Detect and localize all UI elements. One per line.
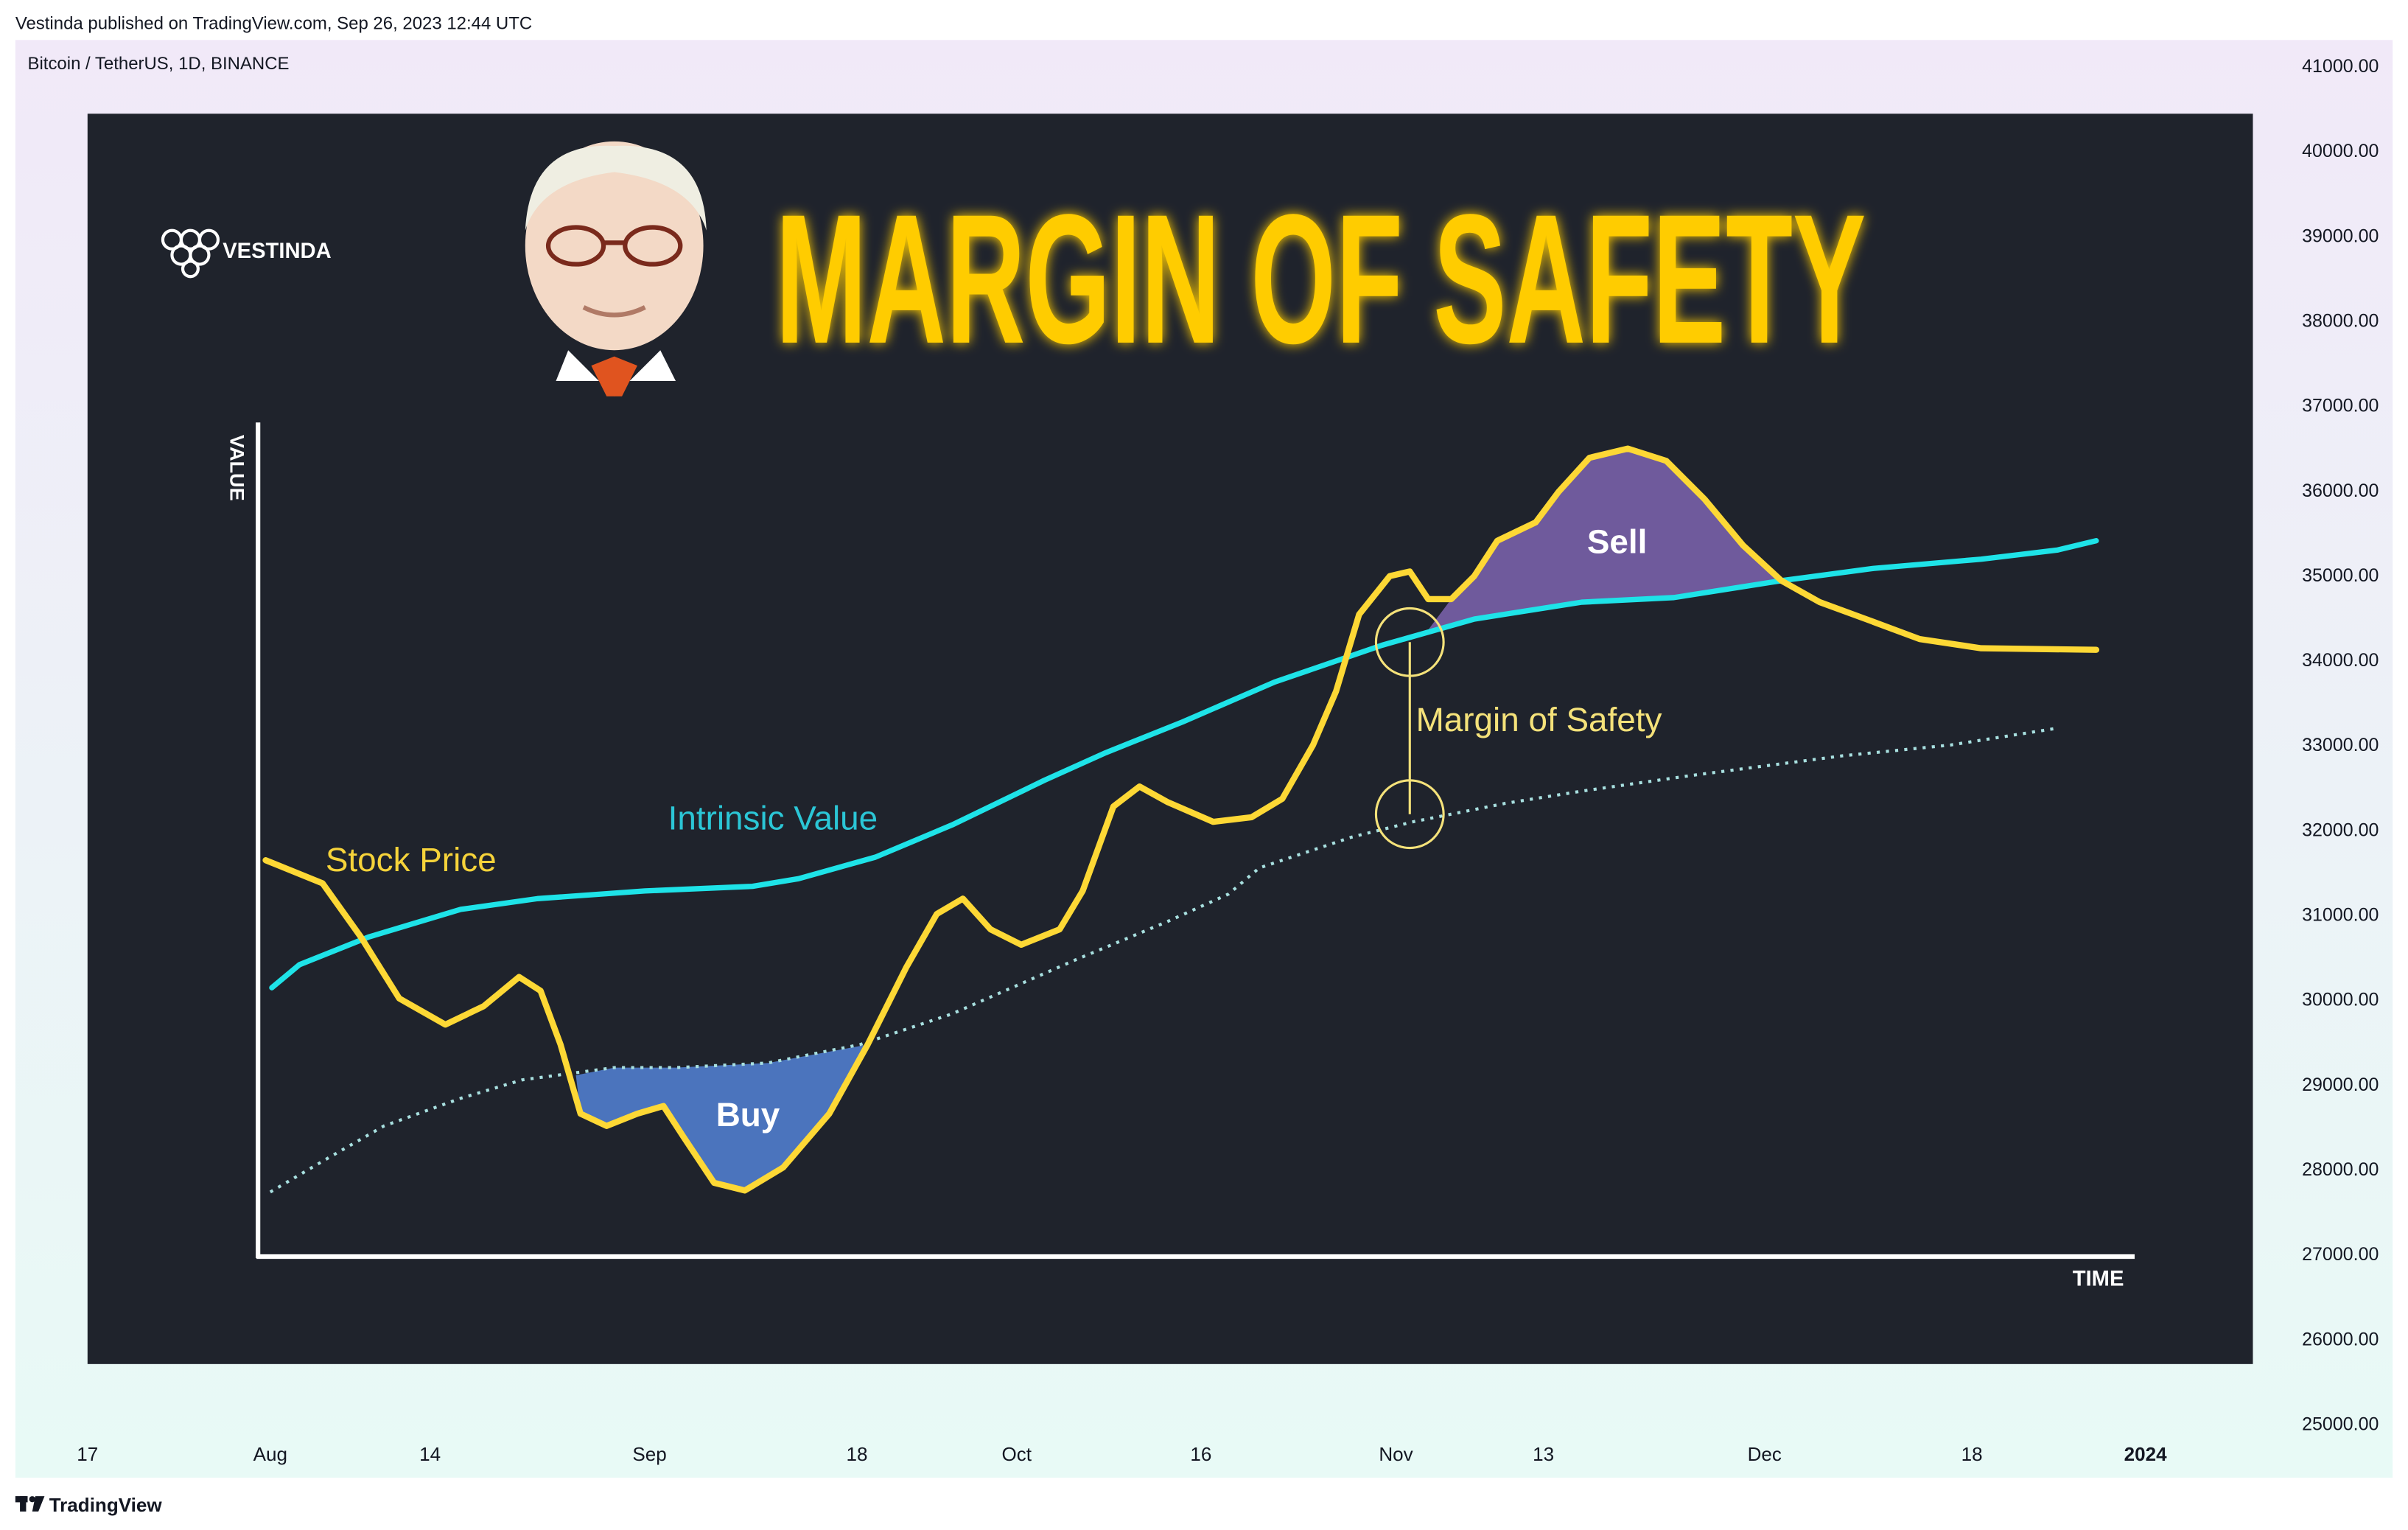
time-tick-label: 17 [77, 1443, 98, 1465]
stock-price-line [262, 445, 2100, 1194]
face-illustration [525, 141, 707, 397]
price-tick-label: 35000.00 [2302, 565, 2379, 586]
tradingview-logo-icon [15, 1496, 45, 1512]
margin-label: Margin of Safety [1416, 700, 1662, 738]
price-axis: 41000.00 40000.00 39000.00 38000.00 37000.00… [2302, 56, 2379, 1434]
sell-label: Sell [1587, 522, 1648, 560]
intrinsic-value-line [269, 538, 2099, 991]
price-tick-label: 30000.00 [2302, 990, 2379, 1010]
time-axis: 17 Aug 14 Sep 18 Oct 16 Nov 13 Dec 18 2024 [77, 1443, 2167, 1465]
price-tick-label: 39000.00 [2302, 226, 2379, 246]
price-tick-label: 34000.00 [2302, 650, 2379, 671]
time-tick-label: 16 [1190, 1443, 1211, 1465]
price-tick-label: 33000.00 [2302, 735, 2379, 755]
price-tick-label: 25000.00 [2302, 1414, 2379, 1434]
published-note: Vestinda published on TradingView.com, S… [15, 14, 532, 34]
time-tick-label: 18 [1961, 1443, 1983, 1465]
sell-area [1428, 448, 1782, 630]
time-axis-label: TIME [2073, 1268, 2124, 1291]
price-tick-label: 31000.00 [2302, 905, 2379, 926]
symbol-label: Bitcoin / TetherUS, 1D, BINANCE [28, 54, 290, 74]
price-tick-label: 26000.00 [2302, 1329, 2379, 1349]
time-tick-label: Oct [1001, 1443, 1032, 1465]
margin-marker [1374, 607, 1445, 850]
time-tick-label: 2024 [2124, 1443, 2167, 1465]
price-tick-label: 38000.00 [2302, 310, 2379, 331]
price-tick-label: 36000.00 [2302, 481, 2379, 501]
time-tick-label: Nov [1379, 1443, 1413, 1465]
illustration-title: MARGIN OF SAFETY [776, 176, 1866, 382]
footer-brand: TradingView [49, 1494, 163, 1516]
price-tick-label: 27000.00 [2302, 1244, 2379, 1265]
time-tick-label: Sep [632, 1443, 666, 1465]
value-axis-label: VALUE [226, 435, 249, 501]
price-tick-label: 40000.00 [2302, 141, 2379, 161]
intrinsic-value-label: Intrinsic Value [668, 799, 878, 837]
buy-label: Buy [716, 1095, 780, 1133]
time-tick-label: 13 [1533, 1443, 1554, 1465]
time-tick-label: Aug [253, 1443, 287, 1465]
price-tick-label: 41000.00 [2302, 56, 2379, 77]
time-tick-label: 18 [846, 1443, 867, 1465]
price-tick-label: 37000.00 [2302, 396, 2379, 416]
illustration-bg [87, 113, 2253, 1364]
time-tick-label: Dec [1748, 1443, 1782, 1465]
price-tick-label: 29000.00 [2302, 1075, 2379, 1095]
time-tick-label: 14 [419, 1443, 441, 1465]
stock-price-label: Stock Price [326, 840, 497, 878]
price-tick-label: 28000.00 [2302, 1159, 2379, 1180]
logo-icon [161, 228, 220, 279]
logo-text: VESTINDA [223, 240, 331, 263]
price-tick-label: 32000.00 [2302, 820, 2379, 840]
